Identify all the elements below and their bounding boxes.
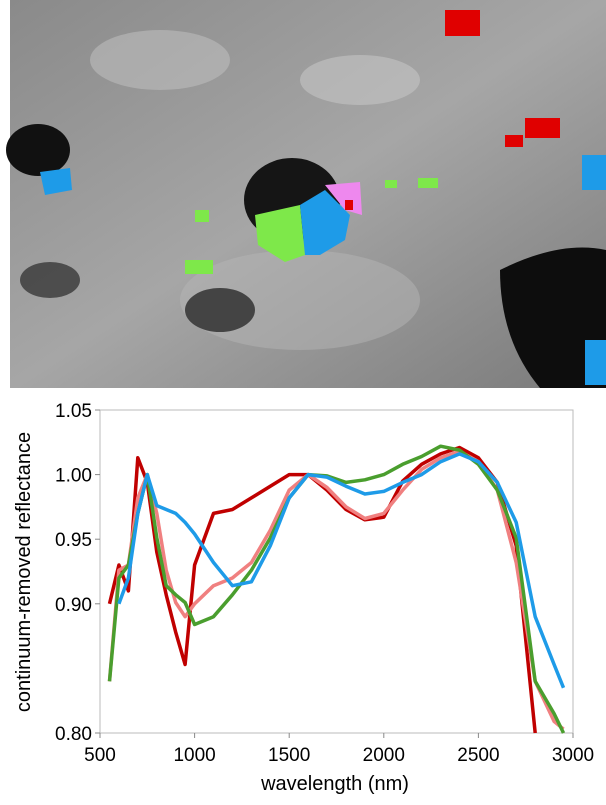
y-tick-label: 1.00 — [55, 466, 92, 487]
x-tick-label: 1000 — [173, 745, 215, 766]
x-tick-label: 2000 — [363, 745, 405, 766]
y-tick-label: 0.80 — [55, 724, 92, 745]
series-line — [110, 451, 564, 729]
series-line — [110, 446, 564, 733]
x-tick-label: 500 — [84, 745, 116, 766]
y-tick-label: 0.95 — [55, 530, 92, 551]
page: {"chart_data": {"type": "line", "x_label… — [0, 0, 606, 800]
y-tick-label: 1.05 — [55, 401, 92, 422]
plot-frame — [100, 410, 573, 733]
x-axis-label: wavelength (nm) — [260, 773, 409, 795]
x-tick-label: 2500 — [457, 745, 499, 766]
figure: wavelength (nm) continuum-removed reflec… — [0, 0, 606, 800]
x-tick-label: 3000 — [552, 745, 594, 766]
surface-image — [6, 0, 606, 388]
x-tick-label: 1500 — [268, 745, 310, 766]
y-axis-label: continuum-removed reflectance — [13, 432, 35, 712]
y-tick-label: 0.90 — [55, 595, 92, 616]
